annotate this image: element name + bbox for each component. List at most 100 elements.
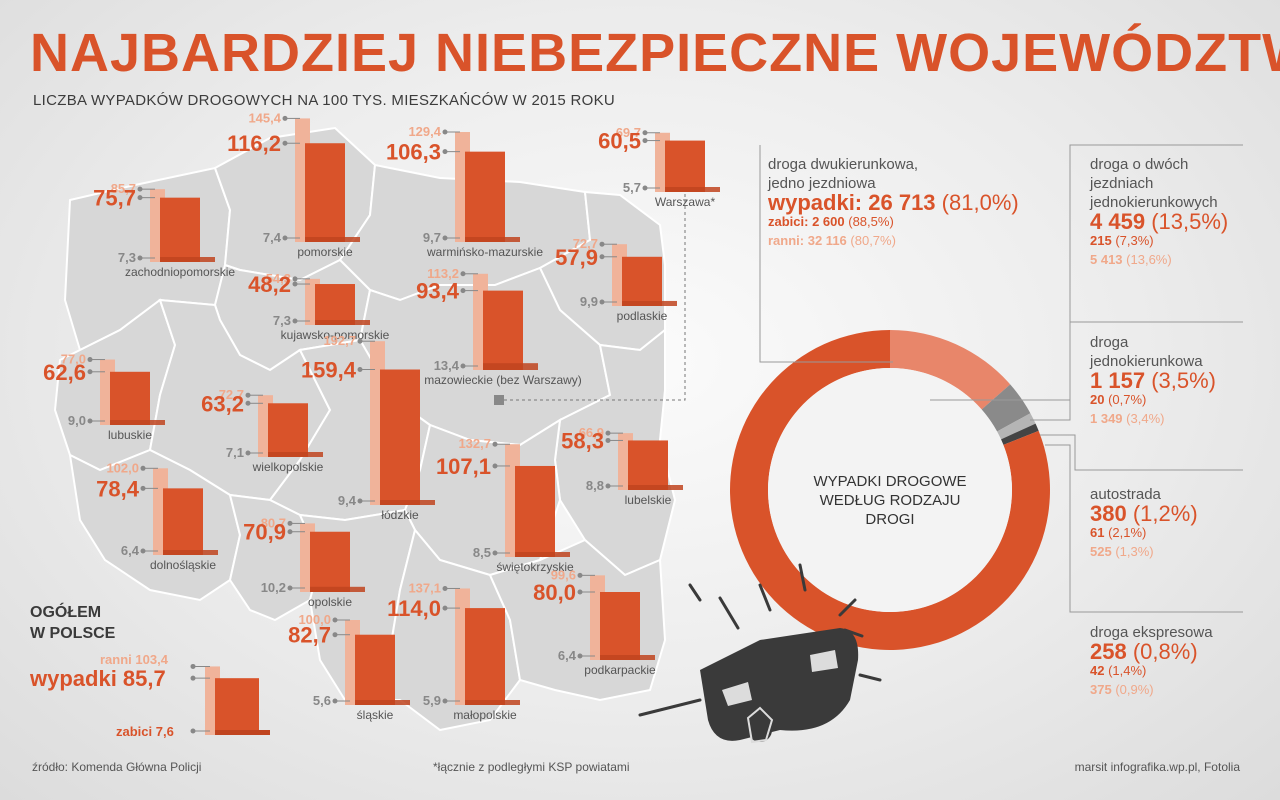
page-subtitle: LICZBA WYPADKÓW DROGOWYCH NA 100 TYS. MI…	[33, 92, 616, 109]
donut-title: WYPADKI DROGOWE WEDŁUG RODZAJU DROGI	[813, 473, 967, 528]
ranni-value-dot	[245, 392, 251, 398]
zabici-bar	[315, 320, 370, 325]
ranni-value-dot	[492, 441, 498, 447]
connector-0	[759, 145, 893, 363]
zabici-value-dot	[442, 698, 448, 704]
region-name: warmińsko-mazurskie	[426, 245, 543, 259]
zabici-value: 6,4	[558, 648, 577, 663]
wypadki-value: 106,3	[386, 140, 441, 165]
donut-slice-1	[890, 330, 1011, 410]
wypadki-value: 114,0	[387, 596, 441, 621]
region-name: łódzkie	[381, 508, 419, 522]
zabici-value-dot	[577, 653, 583, 659]
zabici-bar	[622, 300, 677, 306]
connector-1	[930, 144, 1243, 401]
zabici-bar	[268, 452, 323, 457]
wypadki-bar	[628, 440, 668, 490]
wypadki-value-dot	[140, 485, 146, 491]
wypadki-value: 107,1	[436, 454, 491, 479]
zabici-bar	[310, 586, 365, 592]
zabici-value-dot	[282, 235, 288, 241]
ranni-value: 80,7	[261, 515, 286, 530]
zabici-value: 7,3	[273, 313, 291, 328]
wypadki-value-dot	[599, 254, 605, 260]
ranni-value-dot	[642, 130, 648, 136]
road-type-0: droga dwukierunkowa, jedno jezdniowa wypad…	[768, 155, 1019, 250]
zabici-value: 7,3	[118, 250, 136, 265]
ranni-value: 132,7	[458, 436, 491, 451]
zabici-value: 7,4	[263, 230, 282, 245]
zabici-bar	[628, 485, 683, 490]
zabici-value-dot	[332, 698, 338, 704]
zabici-value-dot	[492, 550, 498, 556]
wypadki-bar	[110, 371, 150, 425]
zabici-bar	[515, 552, 570, 557]
wypadki-value-dot	[642, 138, 648, 144]
source-note: źródło: Komenda Główna Policji	[32, 760, 202, 774]
region-name: podkarpackie	[584, 663, 656, 677]
region-name: dolnośląskie	[150, 558, 216, 572]
total-zabici-bar	[215, 730, 270, 735]
region-5: 72,757,9 9,9 podlaskie	[555, 236, 677, 323]
wypadki-value: 75,7	[93, 186, 136, 211]
road-type-3: autostrada 380 (1,2%) 61 (2,1%) 525 (1,3%)	[1090, 485, 1198, 561]
connector-4	[1045, 444, 1243, 613]
region-name: Warszawa*	[655, 195, 716, 209]
total-wypadki-bar	[215, 678, 259, 735]
warszawa-marker	[494, 395, 504, 405]
ranni-value-dot	[140, 465, 146, 471]
wypadki-value: 82,7	[288, 623, 331, 648]
zabici-value: 9,7	[423, 230, 441, 245]
ranni-value-dot	[87, 357, 93, 363]
zabici-value: 6,4	[121, 543, 140, 558]
zabici-bar	[600, 655, 655, 660]
wypadki-bar	[600, 592, 640, 660]
road-type-name: autostrada	[1090, 486, 1161, 503]
zabici-value: 9,0	[68, 413, 86, 428]
region-name: mazowieckie (bez Warszawy)	[424, 373, 582, 387]
road-type-injured: 525 (1,3%)	[1090, 544, 1154, 559]
road-type-injured: 375 (0,9%)	[1090, 682, 1154, 697]
road-type-accidents: 1 157 (3,5%)	[1090, 368, 1216, 393]
wypadki-value: 93,4	[416, 279, 460, 304]
region-name: zachodniopomorskie	[125, 265, 235, 279]
wypadki-bar	[515, 465, 555, 557]
region-0: 145,4 116,2 7,4 pomorskie	[227, 110, 360, 259]
region-name: podlaskie	[617, 309, 668, 323]
donut-hole	[768, 368, 1012, 612]
road-type-name: droga ekspresowa	[1090, 624, 1213, 641]
road-type-name: jedno jezdniowa	[768, 175, 876, 192]
wypadki-bar	[355, 634, 395, 705]
road-type-4: droga ekspresowa 258 (0,8%) 42 (1,4%) 375 (…	[1090, 623, 1213, 699]
zabici-bar	[665, 187, 720, 192]
zabici-value-dot	[442, 235, 448, 241]
page-title: NAJBARDZIEJ NIEBEZPIECZNE WOJEWÓDZTWA	[30, 23, 1280, 83]
zabici-value: 13,4	[434, 358, 460, 373]
wypadki-value: 58,3	[561, 428, 604, 453]
zabici-bar	[483, 363, 538, 370]
zabici-value: 10,2	[261, 580, 286, 595]
region-8: 72,763,2 7,1 wielkopolskie	[201, 387, 324, 474]
road-type-name: jezdniach	[1090, 175, 1154, 192]
wypadki-value: 57,9	[555, 245, 598, 270]
zabici-value-dot	[140, 548, 146, 554]
zabici-value-dot	[292, 318, 298, 324]
ranni-value-dot	[577, 572, 583, 578]
zabici-value-dot	[137, 255, 143, 261]
wypadki-value: 60,5	[598, 129, 641, 154]
ranni-value: 192,7	[323, 333, 356, 348]
donut-slice-4	[1000, 423, 1039, 445]
total-dot-2	[190, 728, 196, 734]
zabici-bar	[305, 237, 360, 242]
footnote: *łącznie z podległymi KSP powiatami	[433, 760, 630, 774]
connector-2	[1030, 321, 1243, 421]
ranni-value-dot	[442, 585, 448, 591]
ranni-value: 66,9	[579, 425, 604, 440]
road-type-name: droga dwukierunkowa,	[768, 156, 919, 173]
total-poland: OGÓŁEM W POLSCE	[30, 604, 116, 642]
wypadki-value: 80,0	[533, 580, 576, 605]
